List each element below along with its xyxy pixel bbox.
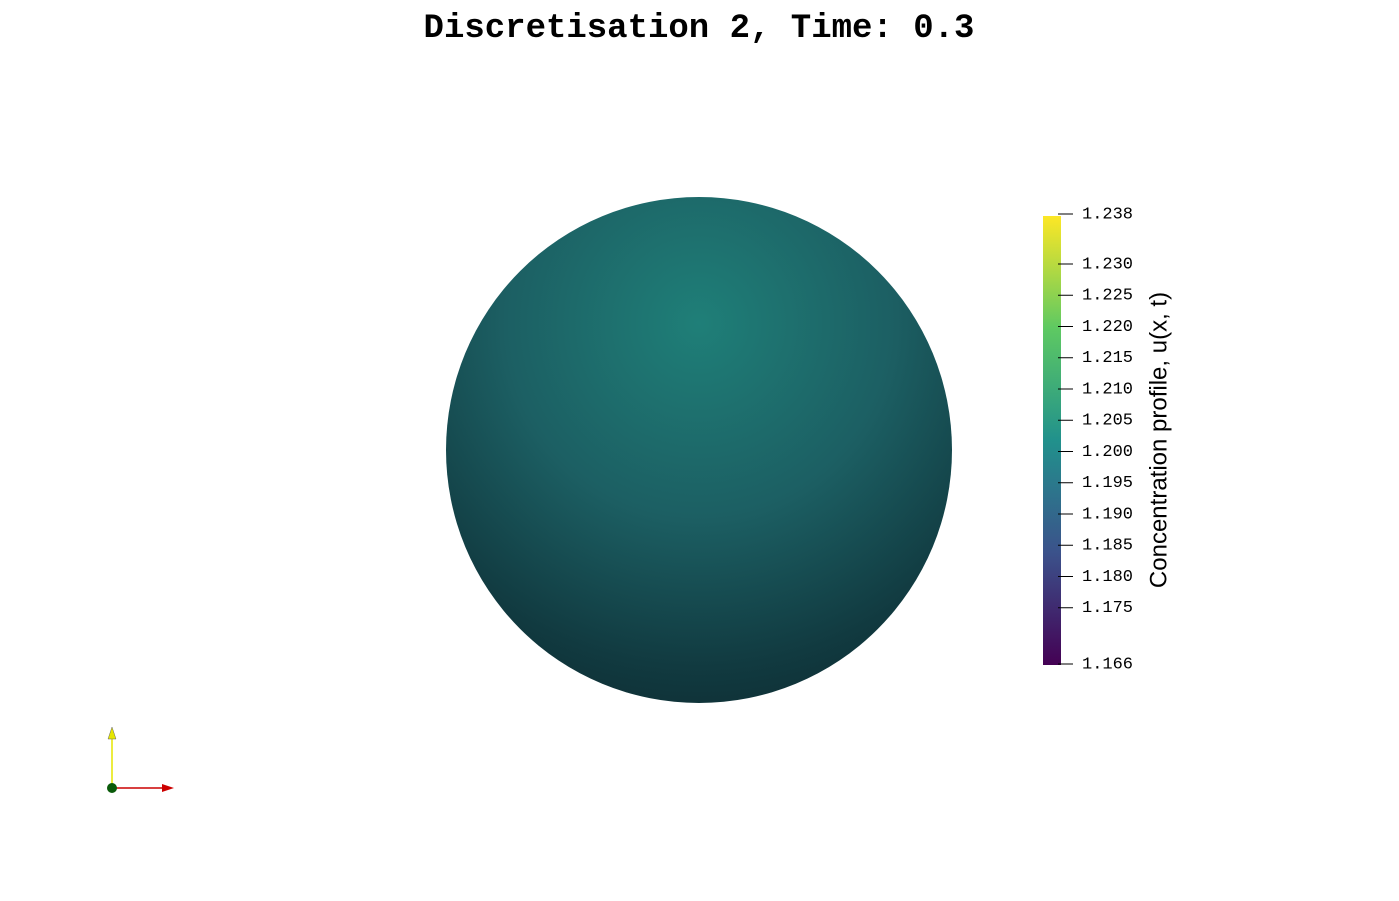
colorbar-tick-label: 1.215 [1082, 349, 1133, 368]
colorbar-tick-label: 1.238 [1082, 205, 1133, 224]
colorbar-tick-label: 1.175 [1082, 599, 1133, 618]
colorbar-tick-label: 1.185 [1082, 537, 1133, 556]
colorbar-tick-label: 1.225 [1082, 287, 1133, 306]
colorbar-tick-label: 1.180 [1082, 568, 1133, 587]
colorbar-tick-label: 1.166 [1082, 655, 1133, 674]
sphere [446, 197, 952, 703]
axes-widget [107, 726, 174, 793]
colorbar-tick-label: 1.190 [1082, 505, 1133, 524]
colorbar-tick-label: 1.195 [1082, 474, 1133, 493]
colorbar-tick-label: 1.200 [1082, 443, 1133, 462]
colorbar-tick-label: 1.230 [1082, 255, 1133, 274]
colorbar-tick-label: 1.210 [1082, 380, 1133, 399]
colorbar-label: Concentration profile, u(x, t) [1145, 292, 1172, 588]
colorbar-tick-label: 1.205 [1082, 412, 1133, 431]
colorbar-tick-label: 1.220 [1082, 318, 1133, 337]
colorbar [1043, 216, 1061, 665]
chart-title: Discretisation 2, Time: 0.3 [424, 10, 975, 48]
